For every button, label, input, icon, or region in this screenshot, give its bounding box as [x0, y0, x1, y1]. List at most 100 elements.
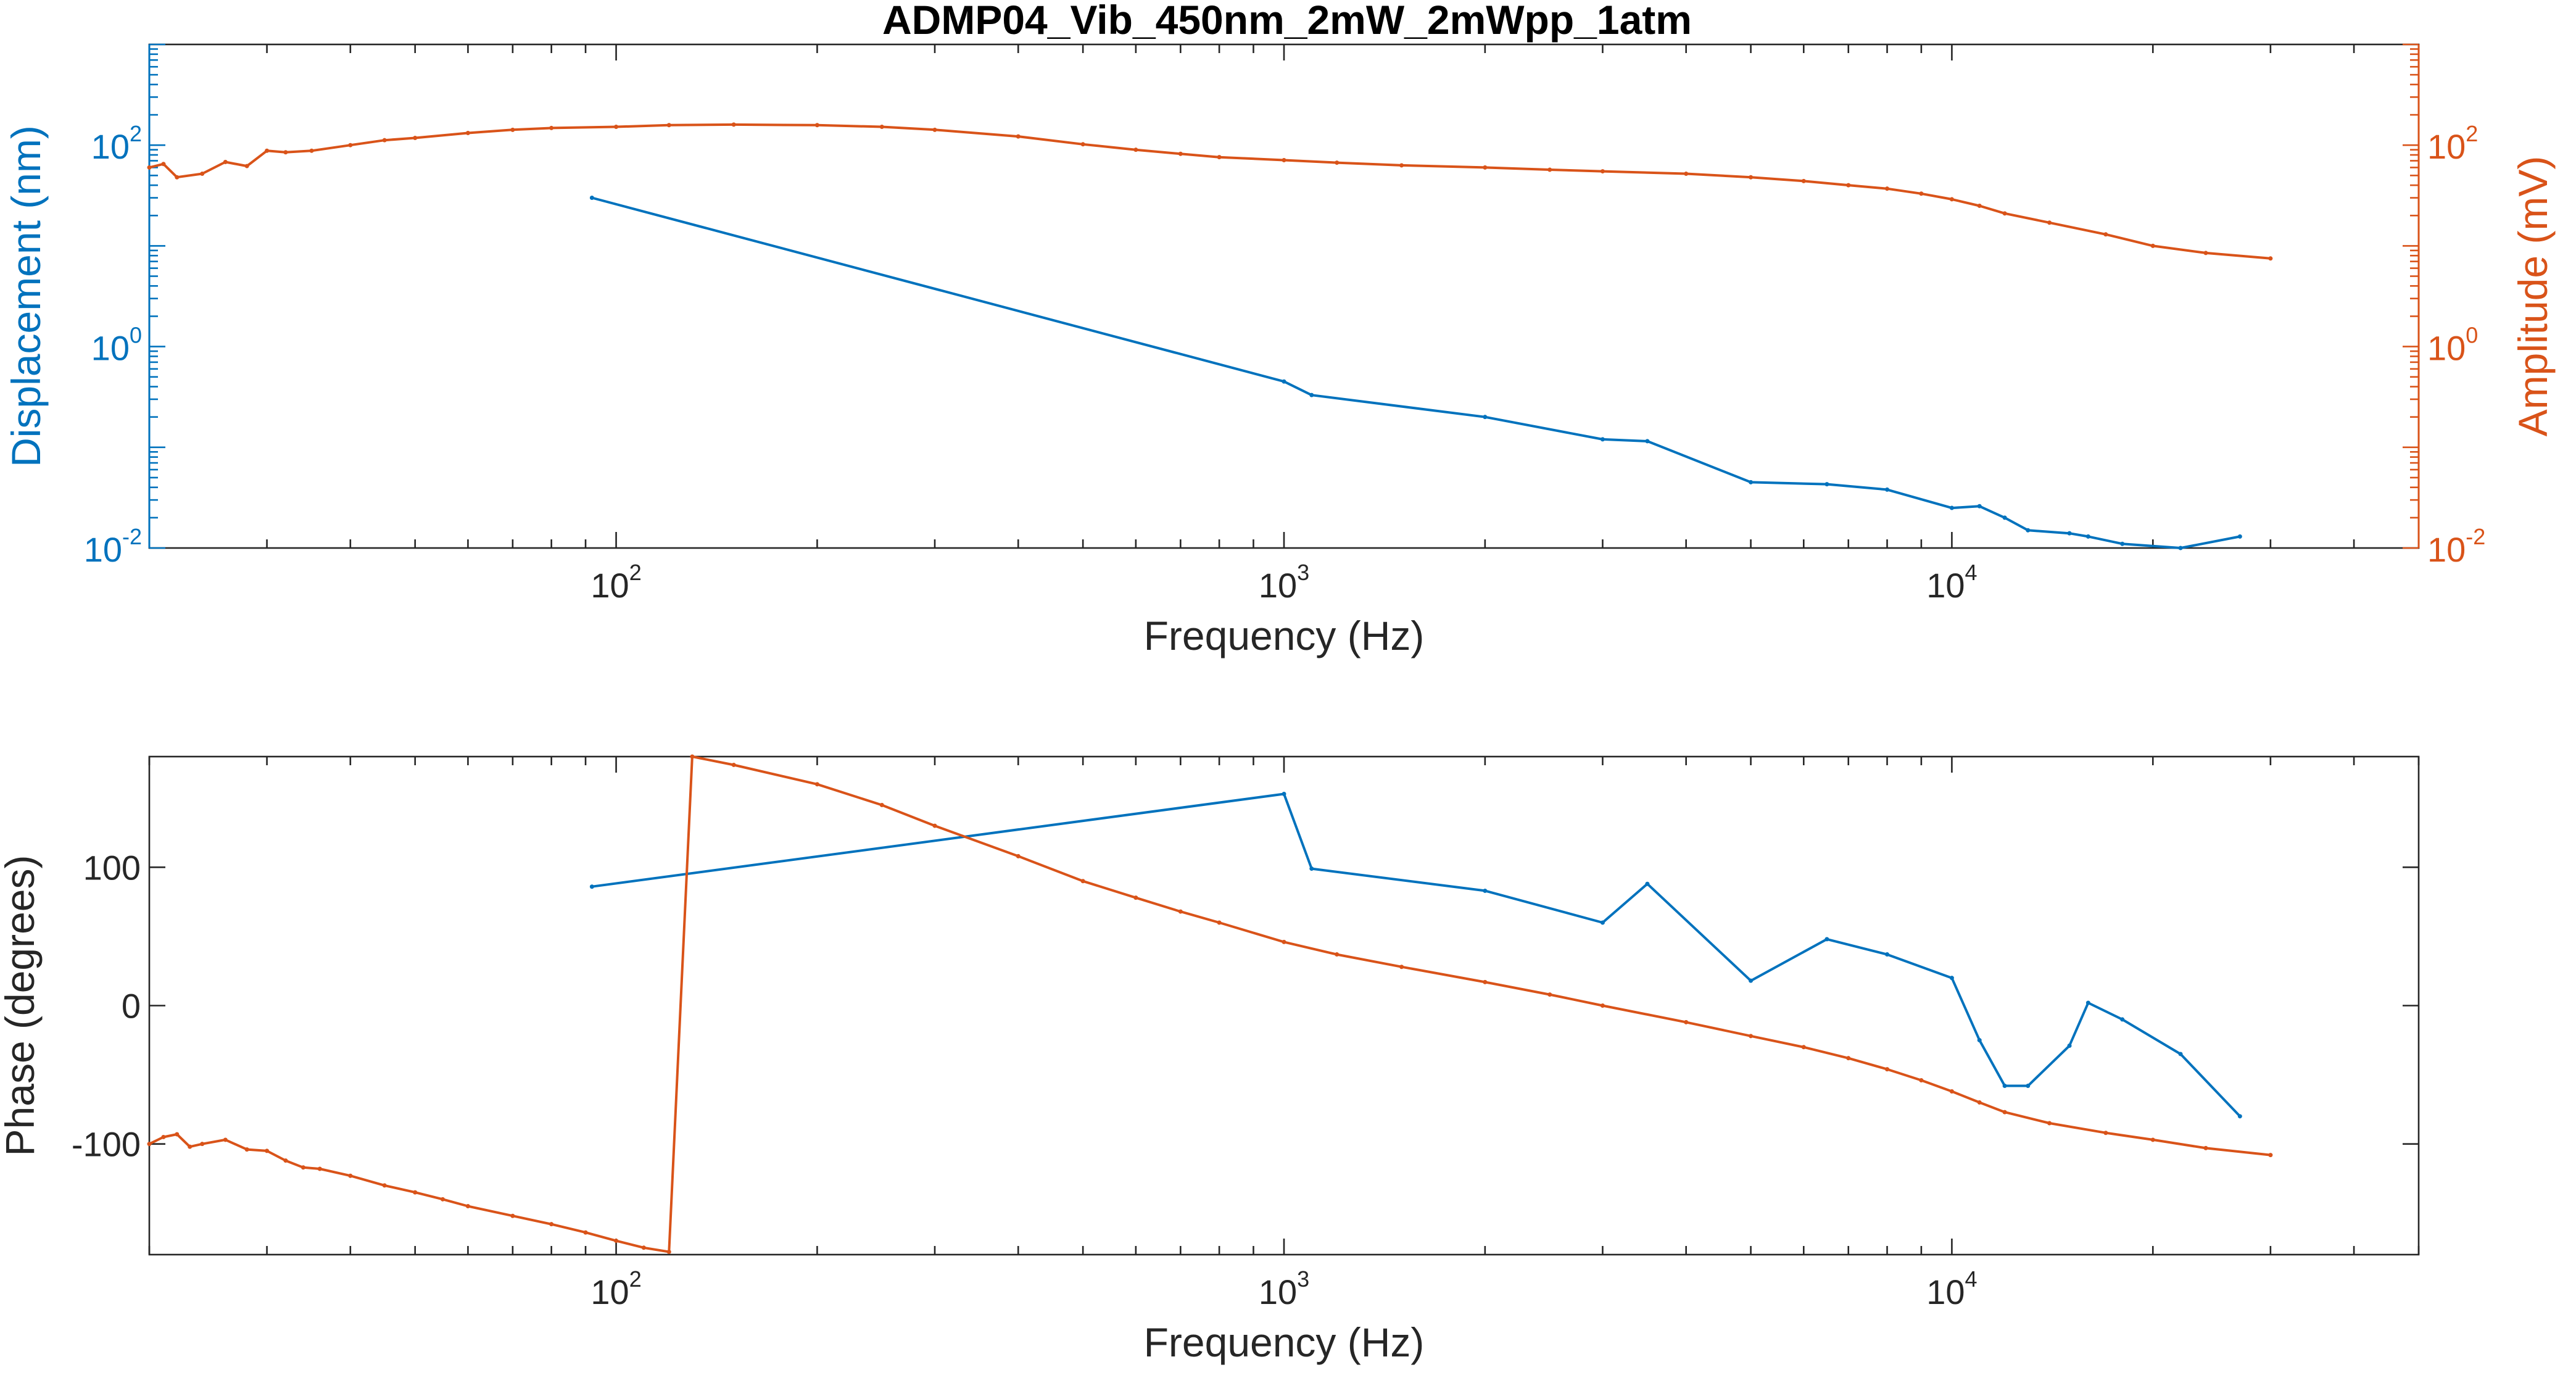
- tick-exponent: 2: [130, 121, 142, 146]
- phase-series-0-point: [1824, 937, 1829, 942]
- magnitude-series-1-point: [348, 143, 353, 147]
- magnitude-series-0-point: [1645, 439, 1650, 444]
- magnitude-series-1-point: [510, 127, 515, 132]
- tick-base: 10: [2427, 127, 2466, 166]
- magnitude-series-1-point: [161, 162, 166, 167]
- tick-exponent: 0: [2466, 323, 2478, 348]
- phase-series-0-point: [2178, 1052, 2183, 1057]
- magnitude-series-0-point: [2120, 541, 2125, 546]
- tick-exponent: 4: [1965, 1266, 1978, 1292]
- magnitude-series-0-point: [2237, 534, 2242, 539]
- magnitude-series-1-point: [1178, 151, 1183, 156]
- magnitude-series-0-point: [1282, 379, 1286, 384]
- magnitude-series-0-point: [1600, 437, 1605, 442]
- phase-y-tick-label: -100: [72, 1125, 141, 1164]
- phase-series-0-point: [1600, 920, 1605, 925]
- magnitude-series-0-point: [1483, 415, 1488, 420]
- magnitude-left-y-tick-label: 10-2: [84, 524, 142, 569]
- magnitude-series-0-point: [2026, 528, 2031, 533]
- phase-series-1-point: [465, 1204, 470, 1209]
- phase-y-tick-label: 100: [83, 848, 141, 887]
- phase-series-0-point: [1885, 952, 1890, 957]
- phase-series-1-point: [223, 1137, 228, 1142]
- magnitude-series-0-point: [2067, 531, 2072, 536]
- magnitude-series-1-point: [2002, 211, 2007, 216]
- phase-series-1-point: [1684, 1019, 1689, 1024]
- phase-series-1-point: [147, 1142, 152, 1147]
- phase-series-1-point: [283, 1158, 288, 1163]
- phase-series-1-point: [549, 1222, 554, 1227]
- phase-series-1-point: [1749, 1034, 1754, 1039]
- magnitude-left-y-tick-label: 102: [91, 121, 142, 166]
- phase-x-tick-label: 103: [1259, 1266, 1309, 1311]
- magnitude-series-1-point: [549, 125, 554, 130]
- magnitude-series-1-point: [244, 164, 249, 168]
- magnitude-series-1-point: [2268, 256, 2273, 261]
- magnitude-series-0-point: [1949, 505, 1954, 510]
- magnitude-series-0-point: [1885, 487, 1890, 492]
- phase-series-1-point: [1399, 965, 1404, 970]
- magnitude-series-1-point: [1547, 167, 1552, 172]
- tick-exponent: -2: [2466, 524, 2485, 549]
- phase-series-1: [147, 754, 2273, 1255]
- magnitude-x-tick-label: 104: [1926, 560, 1977, 605]
- phase-series-1-point: [188, 1144, 193, 1149]
- phase-series-0-point: [1483, 888, 1488, 893]
- phase-series-1-point: [2002, 1110, 2007, 1115]
- magnitude-series-1-point: [731, 122, 736, 127]
- phase-series-1-point: [1885, 1067, 1890, 1072]
- phase-series-1-point: [2150, 1137, 2155, 1142]
- magnitude-series-1-point: [1600, 169, 1605, 174]
- tick-base: 10: [1259, 566, 1297, 605]
- phase-series-0-point: [2026, 1084, 2031, 1089]
- magnitude-series-1-point: [1949, 197, 1954, 202]
- phase-x-tick-label: 102: [590, 1266, 641, 1311]
- magnitude-series-1-point: [1749, 175, 1754, 180]
- magnitude-series-1-point: [614, 125, 619, 130]
- magnitude-series-0-point: [2178, 546, 2183, 550]
- tick-base: 10: [1926, 1273, 1965, 1311]
- phase-series-1-point: [382, 1183, 387, 1188]
- magnitude-x-tick-label: 103: [1259, 560, 1309, 605]
- tick-base: 10: [590, 566, 629, 605]
- magnitude-series-0-point: [589, 196, 594, 201]
- phase-series-1-point: [1483, 979, 1488, 984]
- phase-series-1-point: [932, 823, 937, 828]
- tick-base: 10: [2427, 329, 2466, 368]
- phase-series-0-point: [1749, 978, 1754, 983]
- magnitude-axes-box: [148, 43, 2420, 549]
- magnitude-series-1-point: [1977, 203, 1982, 208]
- tick-exponent: 2: [629, 1266, 642, 1292]
- magnitude-series-1-point: [413, 135, 418, 140]
- tick-base: 10: [1259, 1273, 1297, 1311]
- phase-series-1-line: [149, 755, 2271, 1253]
- magnitude-series-1-point: [223, 160, 228, 165]
- magnitude-left-y-axis-label: Displacement (nm): [3, 125, 49, 467]
- tick-exponent: 2: [629, 560, 642, 585]
- phase-series-0: [589, 792, 2242, 1119]
- phase-series-1-point: [1547, 992, 1552, 997]
- phase-series-1-point: [1600, 1003, 1605, 1008]
- magnitude-series-1-point: [1801, 178, 1806, 183]
- tick-base: 10: [91, 329, 130, 368]
- magnitude-series-1-point: [175, 175, 180, 180]
- phase-series-1-point: [348, 1173, 353, 1178]
- tick-exponent: -2: [122, 524, 142, 549]
- phase-series-1-point: [614, 1239, 619, 1244]
- magnitude-series-1-point: [1919, 191, 1924, 196]
- phase-series-1-point: [441, 1197, 445, 1202]
- tick-exponent: 3: [1297, 1266, 1309, 1292]
- magnitude-series-0-point: [1309, 392, 1314, 397]
- phase-y-tick-label: 0: [122, 987, 141, 1026]
- phase-series-1-point: [2268, 1153, 2273, 1158]
- magnitude-series-1-point: [200, 172, 205, 176]
- phase-series-1-point: [1919, 1078, 1924, 1083]
- phase-series-1-point: [2203, 1145, 2208, 1150]
- magnitude-series-1-point: [1846, 183, 1851, 188]
- phase-y-axis-label: Phase (degrees): [0, 855, 43, 1156]
- phase-series-1-point: [200, 1142, 205, 1147]
- magnitude-series-1-point: [814, 123, 819, 128]
- phase-series-0-point: [2120, 1017, 2125, 1022]
- magnitude-series-0-point: [1977, 504, 1982, 509]
